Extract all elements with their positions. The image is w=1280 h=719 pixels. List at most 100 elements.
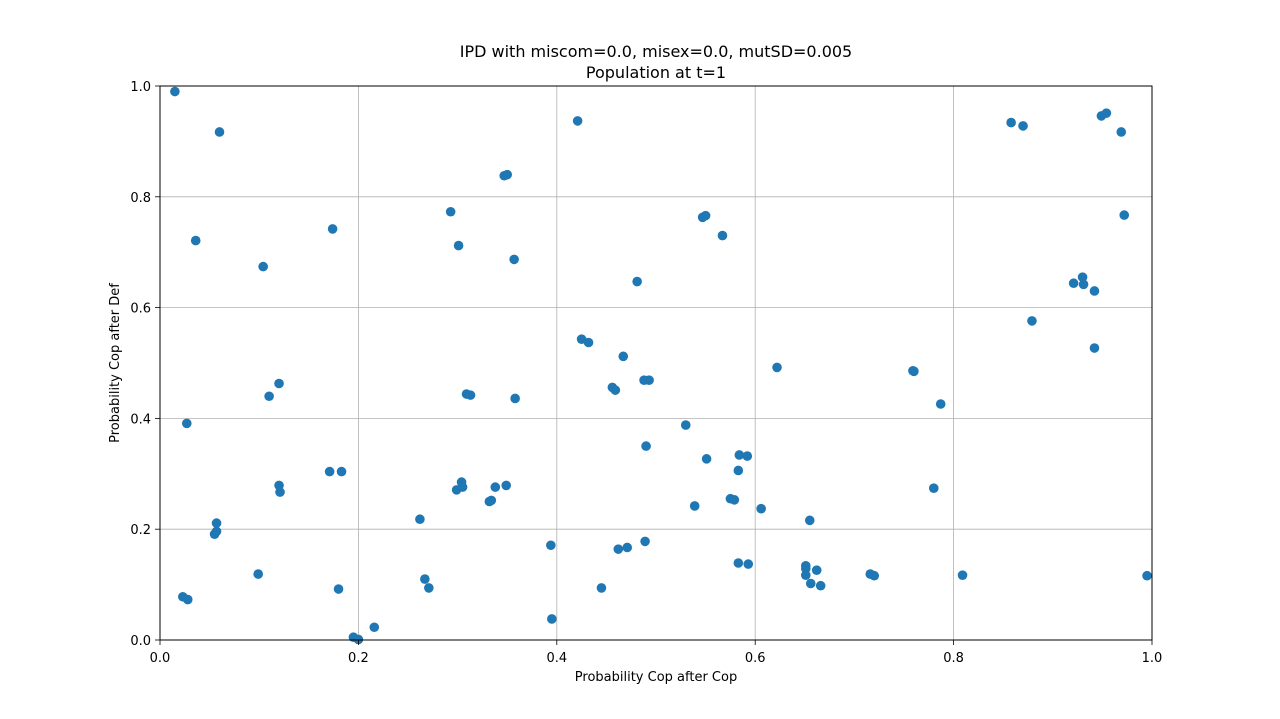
- data-point: [324, 466, 335, 477]
- data-point: [182, 594, 193, 605]
- data-point: [700, 210, 711, 221]
- data-point: [509, 254, 519, 265]
- data-point: [170, 86, 180, 97]
- data-point: [1142, 570, 1152, 581]
- data-point: [258, 261, 268, 272]
- data-point: [1089, 343, 1100, 353]
- data-point: [641, 441, 651, 451]
- y-tick-label: 0.6: [130, 302, 151, 317]
- data-point: [465, 390, 476, 400]
- data-point: [327, 224, 338, 234]
- data-point: [1089, 286, 1100, 296]
- data-point: [742, 451, 753, 461]
- x-axis-label: Probability Cop after Cop: [575, 670, 737, 685]
- y-tick-label: 0.2: [130, 523, 151, 538]
- data-point: [510, 393, 520, 404]
- y-tick-label: 0.8: [130, 191, 151, 206]
- data-point: [869, 570, 880, 581]
- data-point: [1068, 278, 1079, 289]
- data-point: [613, 544, 624, 554]
- data-point: [632, 276, 642, 287]
- x-tick-label: 0.8: [943, 651, 964, 666]
- y-tick-label: 0.0: [130, 634, 151, 649]
- data-point: [644, 375, 654, 385]
- data-point: [935, 399, 946, 409]
- x-tick-label: 0.0: [150, 651, 171, 666]
- data-point: [701, 454, 712, 464]
- data-point: [909, 366, 919, 377]
- data-point: [928, 483, 939, 494]
- data-point: [502, 169, 512, 180]
- data-point: [680, 420, 691, 430]
- data-point: [1006, 117, 1016, 128]
- data-point: [275, 487, 285, 497]
- plot-frame: [159, 85, 1153, 641]
- data-point: [214, 127, 225, 137]
- data-point: [501, 480, 512, 491]
- data-point: [815, 580, 826, 591]
- data-point: [453, 240, 464, 251]
- data-point: [546, 540, 556, 551]
- data-point: [743, 559, 754, 569]
- x-axis-ticks: 0.0 0.2 0.4 0.6 0.8 1.0: [150, 640, 1163, 666]
- data-point: [596, 583, 607, 593]
- chart-title: IPD with miscom=0.0, misex=0.0, mutSD=0.…: [460, 42, 852, 61]
- x-tick-label: 0.4: [546, 651, 567, 666]
- data-point: [1101, 108, 1112, 118]
- data-point: [424, 583, 434, 593]
- grid-lines: [159, 85, 1153, 641]
- data-point: [640, 536, 650, 547]
- data-point: [800, 563, 811, 574]
- data-point: [756, 503, 766, 514]
- data-point: [333, 584, 344, 594]
- data-point: [274, 378, 284, 389]
- data-point: [353, 634, 364, 645]
- data-point: [264, 391, 274, 402]
- data-point: [717, 230, 728, 241]
- data-point: [618, 351, 629, 362]
- data-point: [610, 385, 621, 395]
- data-point: [729, 495, 740, 505]
- data-point: [572, 116, 583, 126]
- data-point: [622, 542, 633, 553]
- data-point: [211, 518, 222, 528]
- x-tick-label: 0.2: [348, 651, 369, 666]
- data-point: [486, 495, 497, 506]
- data-point: [1027, 316, 1037, 326]
- data-point: [1078, 279, 1089, 290]
- data-point: [734, 450, 745, 460]
- chart-subtitle: Population at t=1: [586, 63, 726, 82]
- data-point: [772, 362, 782, 373]
- data-point: [1018, 121, 1028, 131]
- data-point: [805, 578, 816, 589]
- data-point: [800, 570, 811, 580]
- data-point: [181, 418, 192, 429]
- data-point: [209, 529, 220, 539]
- data-points: [170, 86, 1152, 645]
- data-point: [1116, 127, 1127, 137]
- y-tick-label: 0.4: [130, 412, 151, 427]
- y-axis-label: Probability Cop after Def: [108, 283, 123, 443]
- data-point: [445, 206, 456, 217]
- data-point: [811, 565, 822, 575]
- data-point: [253, 569, 264, 579]
- data-point: [457, 482, 468, 492]
- data-point: [336, 466, 347, 477]
- x-tick-label: 1.0: [1142, 651, 1163, 666]
- data-point: [415, 514, 425, 525]
- data-point: [369, 622, 380, 633]
- data-point: [1077, 272, 1088, 282]
- data-point: [733, 465, 744, 476]
- data-point: [490, 482, 501, 492]
- data-point: [1119, 210, 1130, 220]
- data-point: [583, 337, 594, 348]
- data-point: [190, 235, 201, 246]
- y-tick-label: 1.0: [130, 80, 151, 95]
- data-point: [733, 558, 744, 568]
- data-point: [547, 614, 557, 624]
- x-tick-label: 0.6: [745, 651, 766, 666]
- data-point: [420, 574, 430, 584]
- data-point: [804, 515, 815, 526]
- data-point: [689, 501, 700, 511]
